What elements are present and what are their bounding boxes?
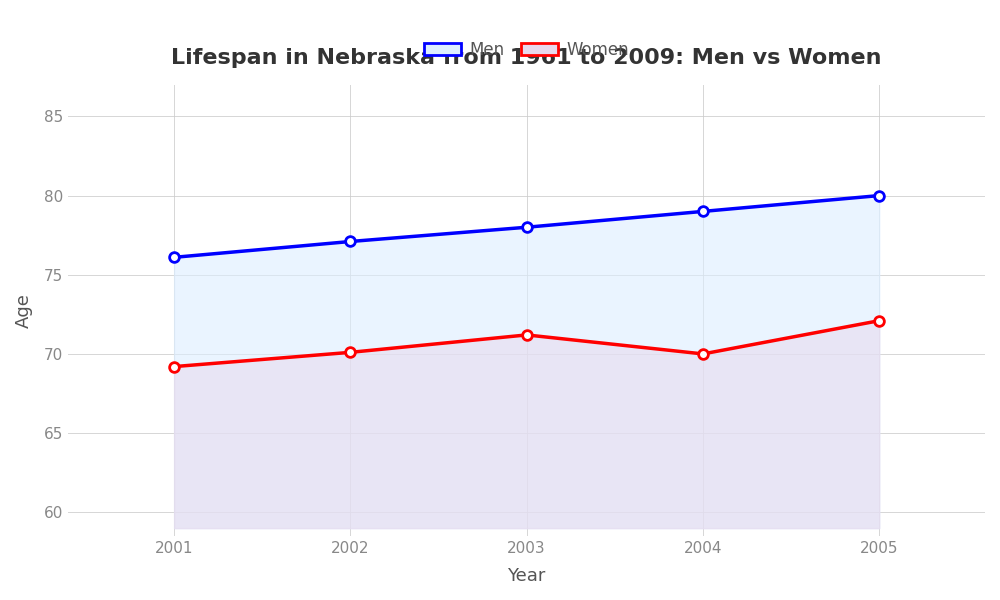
- Y-axis label: Age: Age: [15, 293, 33, 328]
- X-axis label: Year: Year: [507, 567, 546, 585]
- Title: Lifespan in Nebraska from 1961 to 2009: Men vs Women: Lifespan in Nebraska from 1961 to 2009: …: [171, 48, 882, 68]
- Legend: Men, Women: Men, Women: [418, 34, 636, 66]
